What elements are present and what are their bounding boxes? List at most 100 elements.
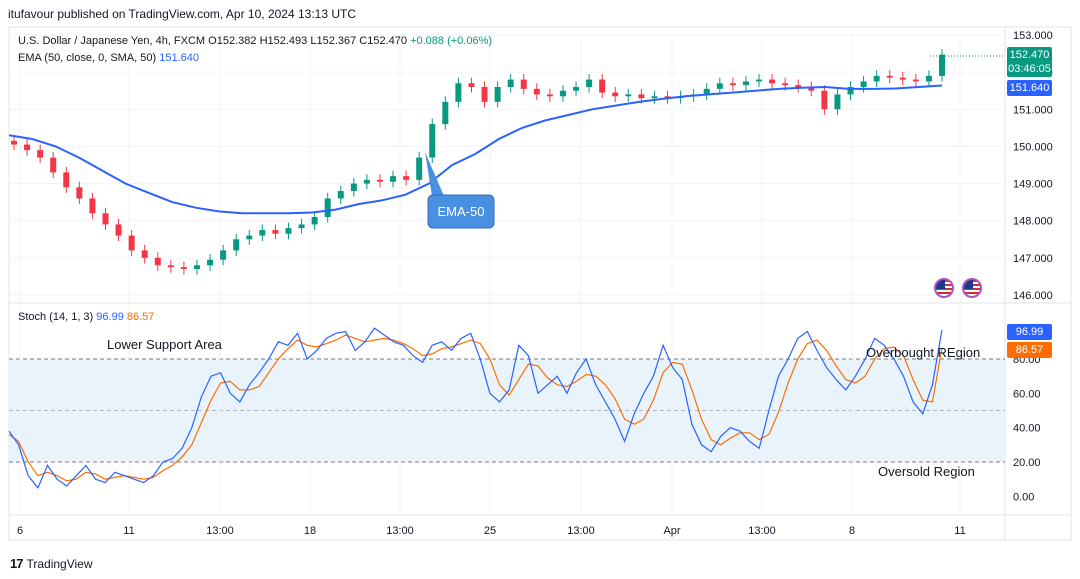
price-tick-label: 148.000 xyxy=(1013,216,1053,228)
time-axis: 6 11 13:00 18 13:00 25 13:00 Apr 13:00 8 11 xyxy=(17,525,966,537)
symbol-name[interactable]: U.S. Dollar / Japanese Yen, 4h, FXCM xyxy=(18,35,206,47)
stoch-legend-label[interactable]: Stoch (14, 1, 3) xyxy=(18,311,94,323)
time-tick-label: 13:00 xyxy=(386,525,414,537)
stoch-k-value: 96.99 xyxy=(96,311,124,323)
price-grid xyxy=(9,34,1005,515)
candle-body xyxy=(272,230,279,234)
candle-body xyxy=(533,88,540,95)
price-tick-label: 146.000 xyxy=(1013,290,1053,302)
time-tick-label: 8 xyxy=(849,525,855,537)
candle-body xyxy=(403,176,410,180)
candle-body xyxy=(233,239,240,251)
us-flag-icon[interactable] xyxy=(934,278,954,298)
bar-countdown: 03:46:05 xyxy=(1008,63,1051,75)
stoch-tick-label: 20.00 xyxy=(1013,457,1041,469)
stoch-legend: Stoch (14, 1, 3) 96.99 86.57 xyxy=(18,311,154,323)
ema-callout-pointer xyxy=(425,152,444,196)
candle-body xyxy=(350,183,357,191)
candle-body xyxy=(625,94,632,97)
footer-brand: TradingView xyxy=(26,556,93,571)
candle-body xyxy=(651,96,658,99)
candle-body xyxy=(246,235,253,240)
candle-body xyxy=(154,257,161,266)
candle-body xyxy=(115,224,122,236)
oversold-label: Oversold Region xyxy=(878,464,975,479)
candle-body xyxy=(24,144,31,151)
candle-body xyxy=(782,83,789,86)
price-tick-label: 153.000 xyxy=(1013,30,1053,42)
candle-body xyxy=(481,87,488,102)
candle-body xyxy=(11,140,17,145)
candle-body xyxy=(821,90,828,110)
time-tick-label: 13:00 xyxy=(567,525,595,537)
candle-body xyxy=(925,75,932,82)
ema-callout-box xyxy=(427,194,495,229)
candle-body xyxy=(716,83,723,89)
candle-body xyxy=(468,83,475,87)
time-tick-label: 18 xyxy=(304,525,316,537)
candle-body xyxy=(769,79,776,84)
candle-body xyxy=(89,198,96,214)
ema-legend-label[interactable]: EMA (50, close, 0, SMA, 50) xyxy=(18,52,157,64)
candle-body xyxy=(664,96,671,99)
open-label: O xyxy=(208,35,217,47)
price-tick-label: 149.000 xyxy=(1013,179,1053,191)
candle-body xyxy=(612,92,619,97)
candle-body xyxy=(442,101,449,125)
candle-body xyxy=(899,77,906,80)
high-label: H xyxy=(259,35,268,47)
candle-body xyxy=(795,85,802,87)
candle-body xyxy=(429,124,436,158)
candle-body xyxy=(756,79,763,82)
price-tick-label: 151.000 xyxy=(1013,104,1053,116)
candle-body xyxy=(37,150,44,158)
candle-body xyxy=(141,250,148,258)
tradingview-logo-icon: 17 xyxy=(10,556,24,571)
candle-body xyxy=(586,79,593,87)
stoch-tick-label: 0.00 xyxy=(1013,491,1034,503)
open-value: 152.382 xyxy=(216,35,257,47)
candle-body xyxy=(939,54,945,76)
candle-body xyxy=(63,172,70,188)
ema-price-tag: 151.640 xyxy=(1007,80,1052,96)
close-value: 152.470 xyxy=(367,35,408,47)
candle-body xyxy=(494,87,501,102)
candle-body xyxy=(546,94,553,97)
candle-body xyxy=(180,267,187,269)
stoch-tick-label: 40.00 xyxy=(1013,423,1041,435)
candle-body xyxy=(298,224,305,229)
candle-body xyxy=(703,88,710,95)
time-tick-label: 25 xyxy=(484,525,496,537)
candle-body xyxy=(376,179,383,182)
candle-body xyxy=(873,75,880,82)
candle-body xyxy=(729,83,736,86)
stoch-tick-label: 60.00 xyxy=(1013,388,1041,400)
candle-body xyxy=(808,87,815,91)
candle-body xyxy=(50,157,57,173)
candle-body xyxy=(834,94,841,110)
us-flag-icon-2[interactable] xyxy=(962,278,982,298)
time-tick-label: 11 xyxy=(123,525,134,537)
publish-info: itufavour published on TradingView.com, … xyxy=(8,7,356,21)
ema-callout: EMA-50 xyxy=(425,152,495,229)
candle-body xyxy=(860,81,867,87)
time-tick-label: Apr xyxy=(663,525,680,537)
candle-body xyxy=(599,79,606,93)
lower-support-label: Lower Support Area xyxy=(107,337,223,352)
candle-body xyxy=(416,157,423,180)
candle-body xyxy=(573,87,580,91)
candle-body xyxy=(886,75,893,78)
change-value: +0.088 (+0.06%) xyxy=(410,35,493,47)
candle-body xyxy=(390,176,397,182)
time-tick-label: 11 xyxy=(954,525,965,537)
footer: 17 TradingView xyxy=(10,556,93,571)
candle-body xyxy=(324,198,331,217)
last-price-value: 152.470 xyxy=(1009,49,1050,61)
candle-body xyxy=(847,87,854,95)
low-value: 152.367 xyxy=(316,35,357,47)
candle-body xyxy=(559,90,566,97)
main-legend: U.S. Dollar / Japanese Yen, 4h, FXCM O15… xyxy=(18,35,492,47)
